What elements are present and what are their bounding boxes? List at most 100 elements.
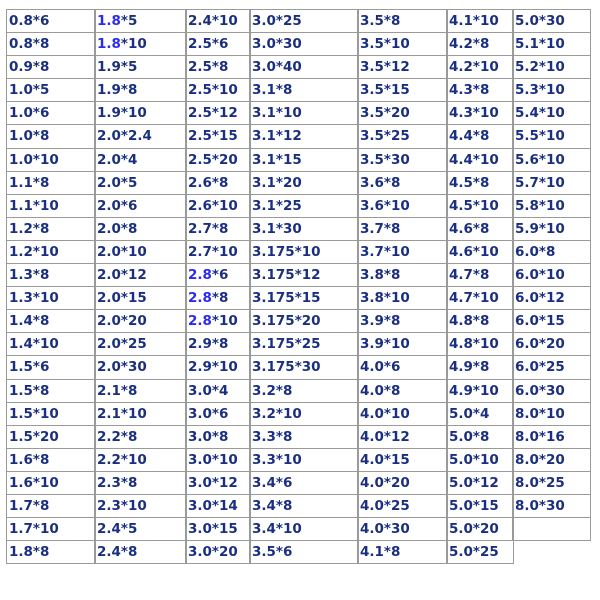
table-cell: 3.0*12 <box>185 470 251 495</box>
table-cell: 6.0*30 <box>512 378 591 403</box>
table-cell: 4.5*8 <box>446 170 514 195</box>
table-cell: 3.5*25 <box>357 124 448 149</box>
table-cell: 3.0*8 <box>185 424 251 449</box>
table-cell: 3.5*8 <box>357 9 448 34</box>
table-cell: 2.5*10 <box>185 78 251 103</box>
table-cell: 2.0*15 <box>94 286 187 311</box>
table-cell: 3.4*6 <box>249 470 359 495</box>
table-cell: 5.0*4 <box>446 401 514 426</box>
table-cell: 1.1*8 <box>6 170 96 195</box>
table-cell: 6.0*10 <box>512 263 591 288</box>
table-cell: 3.5*30 <box>357 147 448 172</box>
table-cell: 3.2*10 <box>249 401 359 426</box>
table-cell: 1.5*20 <box>6 424 96 449</box>
table-cell: 3.4*10 <box>249 517 359 542</box>
table-cell: 3.175*30 <box>249 355 359 380</box>
table-cell: 4.8*8 <box>446 309 514 334</box>
table-cell: 3.0*4 <box>185 378 251 403</box>
table-cell: 5.0*12 <box>446 470 514 495</box>
table-cell: 1.4*8 <box>6 309 96 334</box>
table-cell: 3.0*6 <box>185 401 251 426</box>
table-cell: 3.8*10 <box>357 286 448 311</box>
table-cell: 2.4*10 <box>185 9 251 34</box>
table-cell: 5.0*10 <box>446 447 514 472</box>
table-cell: 3.1*12 <box>249 124 359 149</box>
table-cell: 4.3*10 <box>446 101 514 126</box>
table-cell: 2.9*10 <box>185 355 251 380</box>
table-cell: 4.4*8 <box>446 124 514 149</box>
table-column: 0.8*6 0.8*8 0.9*8 1.0*5 1.0*6 1.0*8 1.0*10 1.1*… <box>6 9 96 565</box>
highlighted-prefix: 1.8 <box>97 36 121 53</box>
table-cell <box>512 517 591 542</box>
table-cell: 3.0*20 <box>185 540 251 565</box>
table-cell: 4.9*8 <box>446 355 514 380</box>
table-cell: 2.0*5 <box>94 170 187 195</box>
table-column: 3.5*8 3.5*10 3.5*12 3.5*15 3.5*20 3.5*25 3.5*3… <box>357 9 448 565</box>
table-cell: 5.7*10 <box>512 170 591 195</box>
highlighted-prefix: 1.8 <box>97 13 121 29</box>
table-cell: 6.0*8 <box>512 239 591 265</box>
table-cell: 1.5*6 <box>6 355 96 380</box>
table-cell: 1.8*10 <box>94 32 187 57</box>
table-cell: 3.5*15 <box>357 78 448 103</box>
table-cell: 3.5*6 <box>249 540 359 565</box>
table-cell: 5.4*10 <box>512 101 591 126</box>
table-cell: 1.0*5 <box>6 78 96 103</box>
table-column: 1.8*5 1.8*10 1.9*5 1.9*8 1.9*10 2.0*2.4 2.0*4 2… <box>94 9 187 565</box>
table-cell: 4.7*8 <box>446 263 514 288</box>
table-cell: 4.4*10 <box>446 147 514 172</box>
highlighted-prefix: 2.8 <box>188 267 212 284</box>
table-cell: 2.2*10 <box>94 447 187 472</box>
table-cell: 1.7*10 <box>6 517 96 542</box>
table-cell: 2.0*12 <box>94 263 187 288</box>
table-column: 4.1*10 4.2*8 4.2*10 4.3*8 4.3*10 4.4*8 4.4*10 4… <box>446 9 514 565</box>
table-cell: 5.0*20 <box>446 517 514 542</box>
table-cell: 3.1*15 <box>249 147 359 172</box>
highlighted-prefix: 2.8 <box>188 290 212 307</box>
table-cell: 4.1*8 <box>357 540 448 565</box>
table-cell: 5.9*10 <box>512 216 591 241</box>
table-cell: 8.0*20 <box>512 447 591 472</box>
table-column: 5.0*30 5.1*10 5.2*10 5.3*10 5.4*10 5.5*10 5.6*… <box>512 9 591 542</box>
table-cell: 2.1*10 <box>94 401 187 426</box>
table-cell: 4.5*10 <box>446 193 514 218</box>
table-cell: 2.0*30 <box>94 355 187 380</box>
table-cell: 3.3*8 <box>249 424 359 449</box>
table-cell: 4.0*6 <box>357 355 448 380</box>
table-cell: 3.7*10 <box>357 239 448 265</box>
table-cell: 1.9*10 <box>94 101 187 126</box>
table-cell: 1.0*6 <box>6 101 96 126</box>
table-cell: 1.1*10 <box>6 193 96 218</box>
table-cell: 2.0*4 <box>94 147 187 172</box>
table-cell: 2.0*20 <box>94 309 187 334</box>
table-cell: 4.3*8 <box>446 78 514 103</box>
table-cell: 4.2*10 <box>446 55 514 80</box>
table-cell: 8.0*30 <box>512 493 591 519</box>
table-cell: 1.8*5 <box>94 9 187 34</box>
table-cell: 3.1*25 <box>249 193 359 218</box>
table-cell: 2.0*10 <box>94 239 187 265</box>
table-cell: 5.0*15 <box>446 493 514 519</box>
table-cell: 1.6*8 <box>6 447 96 472</box>
table-cell: 2.5*12 <box>185 101 251 126</box>
table-cell: 6.0*20 <box>512 332 591 357</box>
table-cell: 2.8*8 <box>185 286 251 311</box>
table-cell: 4.0*30 <box>357 517 448 542</box>
table-cell: 2.7*8 <box>185 216 251 241</box>
table-cell: 5.0*8 <box>446 424 514 449</box>
table-cell: 8.0*25 <box>512 470 591 495</box>
table-cell: 1.2*8 <box>6 216 96 241</box>
table-cell: 3.1*20 <box>249 170 359 195</box>
table-cell: 4.7*10 <box>446 286 514 311</box>
table-cell: 3.9*8 <box>357 309 448 334</box>
table-cell: 4.1*10 <box>446 9 514 34</box>
table-cell: 3.0*30 <box>249 32 359 57</box>
table-cell: 1.0*8 <box>6 124 96 149</box>
table-cell: 3.0*15 <box>185 517 251 542</box>
table-cell: 2.0*25 <box>94 332 187 357</box>
table-cell: 4.0*10 <box>357 401 448 426</box>
table-cell: 1.2*10 <box>6 239 96 265</box>
table-cell: 3.0*14 <box>185 493 251 519</box>
table-cell: 1.5*10 <box>6 401 96 426</box>
table-cell: 2.8*10 <box>185 309 251 334</box>
